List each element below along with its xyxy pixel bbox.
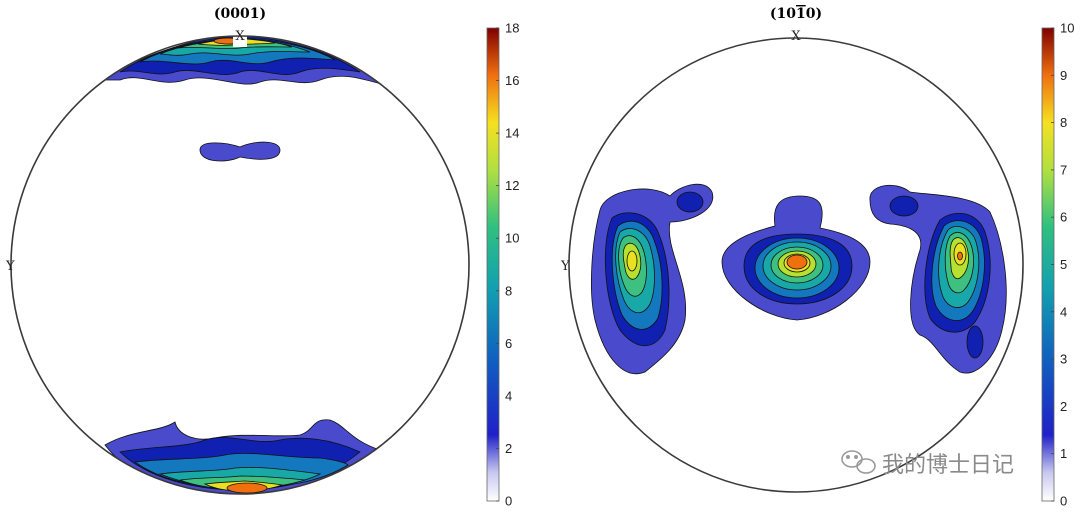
colorbar-1010: 0 1 2 3 4 5 6 7 8 9 10 — [1041, 21, 1074, 509]
colorbar-tick-label: 16 — [505, 73, 519, 88]
chart-title-0001: (0001) — [214, 6, 266, 22]
chart-title-1010: (1010) — [770, 6, 822, 22]
colorbar-tick-label: 12 — [505, 178, 519, 193]
pole-figure-0001: (0001) — [5, 6, 470, 495]
center-lobe — [721, 195, 871, 321]
colorbar-tick-label: 1 — [1060, 446, 1067, 461]
colorbar-tick-label: 8 — [505, 283, 512, 298]
colorbar-ticks-0001: 0 2 4 6 8 10 12 14 16 18 — [496, 21, 519, 509]
colorbar-ticks-1010: 0 1 2 3 4 5 6 7 8 9 10 — [1051, 21, 1074, 509]
colorbar-tick-label: 7 — [1060, 162, 1067, 177]
colorbar-tick-label: 0 — [505, 494, 512, 509]
colorbar-tick-label: 8 — [1060, 115, 1067, 130]
colorbar-tick-label: 2 — [505, 441, 512, 456]
colorbar-tick-label: 0 — [1060, 494, 1067, 509]
colorbar-tick-label: 10 — [505, 231, 519, 246]
colorbar-tick-label: 4 — [505, 388, 512, 403]
pole-circle-1010 — [568, 37, 1024, 493]
left-lobe — [590, 183, 714, 374]
axis-x-label-1010: X — [791, 29, 801, 44]
pole-figure-1010: (1010) — [560, 6, 1024, 493]
colorbar-tick-label: 4 — [1060, 304, 1067, 319]
watermark: 我的博士日记 — [841, 450, 1014, 478]
top-cap — [98, 36, 386, 86]
colorbar-tick-label: 18 — [505, 21, 519, 36]
axis-y-label-0001: Y — [5, 259, 15, 274]
colorbar-tick-label: 10 — [1060, 21, 1074, 36]
axis-x-label-0001: X — [235, 29, 245, 44]
colorbar-tick-label: 14 — [505, 126, 519, 141]
wechat-icon — [841, 450, 876, 474]
contours-0001 — [98, 36, 386, 494]
colorbar-tick-label: 5 — [1060, 257, 1067, 272]
watermark-text: 我的博士日记 — [882, 453, 1014, 478]
contours-1010 — [590, 183, 1007, 374]
small-upper-blob — [199, 141, 281, 162]
colorbar-tick-label: 9 — [1060, 68, 1067, 83]
colorbar-tick-label: 6 — [505, 336, 512, 351]
colorbar-tick-label: 2 — [1060, 399, 1067, 414]
colorbar-0001: 0 2 4 6 8 10 12 14 16 18 — [486, 21, 519, 509]
axis-y-label-1010: Y — [560, 259, 570, 274]
colorbar-tick-label: 3 — [1060, 352, 1067, 367]
right-lobe — [869, 184, 1007, 374]
colorbar-tick-label: 6 — [1060, 210, 1067, 225]
pole-circle-0001 — [10, 35, 470, 495]
bottom-cap — [104, 419, 381, 494]
